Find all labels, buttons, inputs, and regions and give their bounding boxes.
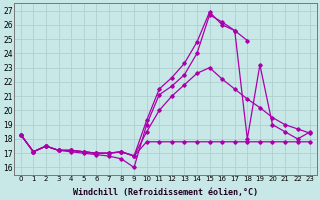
X-axis label: Windchill (Refroidissement éolien,°C): Windchill (Refroidissement éolien,°C) — [73, 188, 258, 197]
